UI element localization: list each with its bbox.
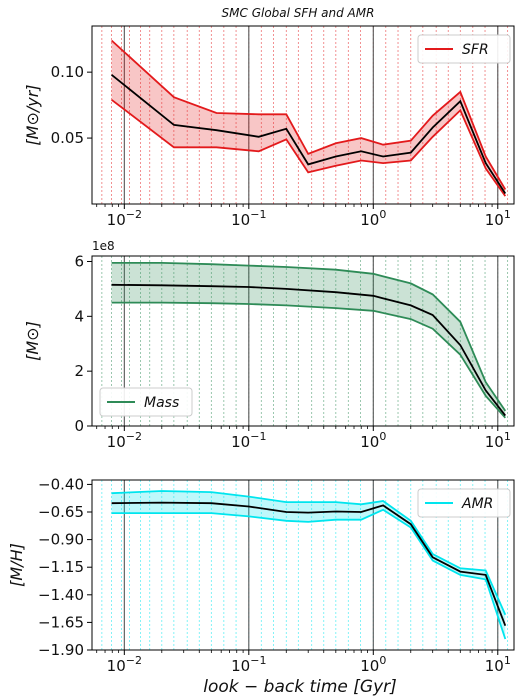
legend-box — [99, 387, 193, 417]
upper-bound-line — [111, 490, 507, 616]
x-tick-exponent: −1 — [250, 208, 266, 221]
lower-bound-line — [111, 301, 506, 419]
y-tick-label: 0.05 — [51, 129, 84, 147]
y-tick-label: 0.10 — [51, 63, 84, 81]
x-tick-base: 10 — [231, 433, 250, 451]
amr-panel: 10−2 10−1 100 101−1.90−1.65−1.40−1.15−0.90−… — [7, 475, 515, 675]
axes-frame — [91, 25, 515, 205]
x-tick-label: 101 — [485, 430, 511, 451]
x-tick-label: 10−2 — [107, 430, 142, 451]
x-tick-exponent: −2 — [126, 654, 142, 667]
x-tick-label: 101 — [485, 654, 511, 675]
x-tick-base: 10 — [107, 211, 126, 229]
y-tick-label: −1.15 — [38, 558, 84, 576]
y-tick-label: −1.90 — [38, 641, 84, 659]
x-tick-exponent: 1 — [504, 430, 511, 443]
x-tick-label: 10−1 — [231, 430, 266, 451]
legend-label: SFR — [462, 42, 489, 58]
x-tick-label: 10−2 — [107, 208, 142, 229]
y-tick-label: −0.40 — [38, 475, 84, 493]
median-line — [111, 74, 507, 194]
x-tick-base: 10 — [107, 657, 126, 675]
y-tick-label: 6 — [74, 252, 84, 270]
uncertainty-band — [111, 262, 506, 418]
x-tick-label: 100 — [360, 430, 386, 451]
x-tick-base: 10 — [231, 657, 250, 675]
axes-frame — [91, 255, 515, 427]
y-tick-label: 2 — [74, 362, 84, 380]
x-tick-exponent: 0 — [379, 208, 386, 221]
uncertainty-band — [111, 40, 506, 197]
x-axis-label: look − back time [Gyr] — [203, 677, 397, 697]
x-tick-base: 10 — [107, 433, 126, 451]
uncertainty-band — [111, 491, 506, 639]
median-line — [111, 501, 507, 627]
y-offset-label: 1e8 — [92, 239, 115, 253]
x-tick-exponent: −1 — [250, 654, 266, 667]
x-tick-label: 10−2 — [107, 654, 142, 675]
x-tick-base: 10 — [485, 433, 504, 451]
lower-bound-line — [111, 508, 507, 640]
y-axis-label: [M⊙/yr] — [23, 84, 42, 145]
axes-frame — [91, 479, 515, 651]
lower-bound-line — [111, 99, 507, 197]
x-tick-base: 10 — [231, 211, 250, 229]
y-axis-label: [M/H] — [7, 543, 26, 587]
x-tick-exponent: 0 — [379, 430, 386, 443]
legend-box — [417, 34, 511, 64]
x-tick-base: 10 — [360, 657, 379, 675]
y-tick-label: −1.65 — [38, 613, 84, 631]
x-tick-exponent: 1 — [504, 208, 511, 221]
x-tick-base: 10 — [485, 211, 504, 229]
legend-box — [417, 488, 511, 518]
x-tick-base: 10 — [485, 657, 504, 675]
y-tick-label: −0.90 — [38, 531, 84, 549]
legend: SFR — [417, 34, 511, 64]
y-tick-label: 0 — [74, 417, 84, 435]
legend: Mass — [99, 387, 193, 417]
x-tick-label: 100 — [360, 654, 386, 675]
legend-label: AMR — [461, 496, 493, 512]
x-tick-exponent: 0 — [379, 654, 386, 667]
x-tick-label: 10−1 — [231, 208, 266, 229]
x-tick-label: 10−1 — [231, 654, 266, 675]
y-axis-label: [M⊙] — [23, 321, 42, 361]
y-tick-label: −0.65 — [38, 503, 84, 521]
x-tick-label: 101 — [485, 208, 511, 229]
x-tick-label: 100 — [360, 208, 386, 229]
upper-bound-line — [111, 261, 507, 412]
x-tick-exponent: −1 — [250, 430, 266, 443]
x-tick-base: 10 — [360, 433, 379, 451]
x-tick-exponent: −2 — [126, 430, 142, 443]
x-tick-base: 10 — [360, 211, 379, 229]
bin-lines — [101, 480, 509, 650]
x-tick-exponent: 1 — [504, 654, 511, 667]
median-line — [111, 283, 507, 417]
y-tick-label: −1.40 — [38, 586, 84, 604]
figure-title: SMC Global SFH and AMR — [222, 6, 375, 20]
y-tick-label: 4 — [74, 307, 84, 325]
legend: AMR — [417, 488, 511, 518]
x-tick-exponent: −2 — [126, 208, 142, 221]
upper-bound-line — [110, 39, 507, 190]
legend-label: Mass — [144, 395, 179, 411]
